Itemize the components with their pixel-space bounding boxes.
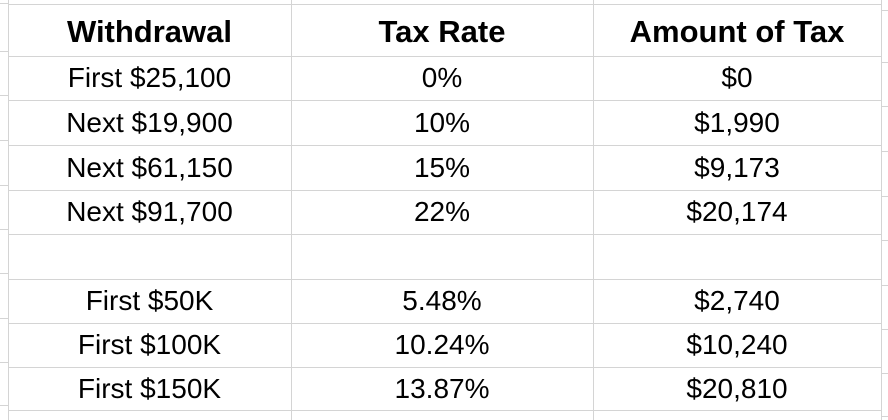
- table-cell[interactable]: First $100K: [77, 329, 222, 360]
- table-row: Next $19,900 10% $1,990: [8, 100, 881, 145]
- gridline-row: [8, 56, 881, 57]
- table-cell[interactable]: First $25,100: [67, 62, 232, 93]
- table-cell[interactable]: Next $19,900: [66, 106, 233, 138]
- header-withdrawal[interactable]: Withdrawal: [66, 13, 233, 49]
- gridline-row: [8, 367, 881, 368]
- gridline-stub: [882, 10, 888, 11]
- gridline-row: [8, 323, 881, 324]
- gridline-stub: [882, 416, 888, 417]
- table-row: First $100K 10.24% $10,240: [8, 323, 881, 367]
- gridline-row-top: [8, 4, 881, 5]
- gridline-stub: [0, 318, 8, 319]
- table-row: Next $61,150 15% $9,173: [8, 145, 881, 190]
- gridline-col: [291, 0, 292, 420]
- header-row: Withdrawal Tax Rate Amount of Tax: [8, 4, 881, 56]
- gridline-stub: [0, 362, 8, 363]
- gridline-stub: [0, 140, 8, 141]
- table-row-blank: [8, 234, 881, 279]
- gridline-stub: [882, 329, 888, 330]
- table-cell[interactable]: [8, 234, 291, 279]
- table-cell[interactable]: 13.87%: [394, 372, 490, 404]
- header-tax-rate[interactable]: Tax Rate: [378, 13, 506, 49]
- table-cell[interactable]: First $50K: [85, 285, 214, 316]
- table-cell[interactable]: 10.24%: [394, 329, 490, 360]
- table-cell[interactable]: [593, 234, 881, 279]
- table-cell[interactable]: $20,810: [686, 372, 788, 404]
- gridline-stub: [0, 51, 8, 52]
- table-cell[interactable]: 22%: [413, 196, 471, 227]
- gridline-row: [8, 279, 881, 280]
- gridline-row-bottom: [8, 410, 881, 411]
- header-amount-of-tax[interactable]: Amount of Tax: [629, 13, 845, 49]
- gridline-row: [8, 190, 881, 191]
- gridline-row: [8, 145, 881, 146]
- table-cell[interactable]: First $150K: [77, 372, 222, 404]
- table-cell[interactable]: $0: [721, 62, 753, 93]
- gridline-row: [8, 100, 881, 101]
- gridline-stub: [882, 196, 888, 197]
- gridline-stub: [882, 285, 888, 286]
- gridline-stub: [882, 151, 888, 152]
- gridline-col-right: [881, 0, 882, 420]
- table-cell[interactable]: Next $61,150: [66, 151, 233, 183]
- table-row: First $25,100 0% $0: [8, 56, 881, 100]
- table-cell[interactable]: 15%: [413, 151, 471, 183]
- table-cell[interactable]: $20,174: [686, 196, 788, 227]
- gridline-col-left: [8, 0, 9, 420]
- table-cell[interactable]: [291, 234, 593, 279]
- gridline-col: [593, 0, 594, 420]
- gridline-stub: [0, 273, 8, 274]
- gridline-stub: [0, 405, 8, 406]
- table-row: First $150K 13.87% $20,810: [8, 367, 881, 410]
- gridline-stub: [882, 106, 888, 107]
- table-cell[interactable]: $9,173: [694, 151, 780, 183]
- gridline-stub: [0, 3, 8, 4]
- gridline-stub: [0, 229, 8, 230]
- table-row: First $50K 5.48% $2,740: [8, 279, 881, 323]
- table-cell[interactable]: $1,990: [694, 106, 780, 138]
- table-row: Next $91,700 22% $20,174: [8, 190, 881, 234]
- gridline-stub: [882, 373, 888, 374]
- table-cell[interactable]: $2,740: [694, 285, 780, 316]
- tax-table: Withdrawal Tax Rate Amount of Tax First …: [8, 4, 881, 410]
- gridline-stub: [882, 62, 888, 63]
- table-cell[interactable]: 5.48%: [402, 285, 482, 316]
- gridline-stub: [0, 185, 8, 186]
- table-cell[interactable]: 10%: [413, 106, 471, 138]
- gridline-stub: [0, 95, 8, 96]
- table-cell[interactable]: Next $91,700: [66, 196, 233, 227]
- table-cell[interactable]: 0%: [421, 62, 463, 93]
- table-cell[interactable]: $10,240: [686, 329, 788, 360]
- gridline-row: [8, 234, 881, 235]
- gridline-stub: [882, 240, 888, 241]
